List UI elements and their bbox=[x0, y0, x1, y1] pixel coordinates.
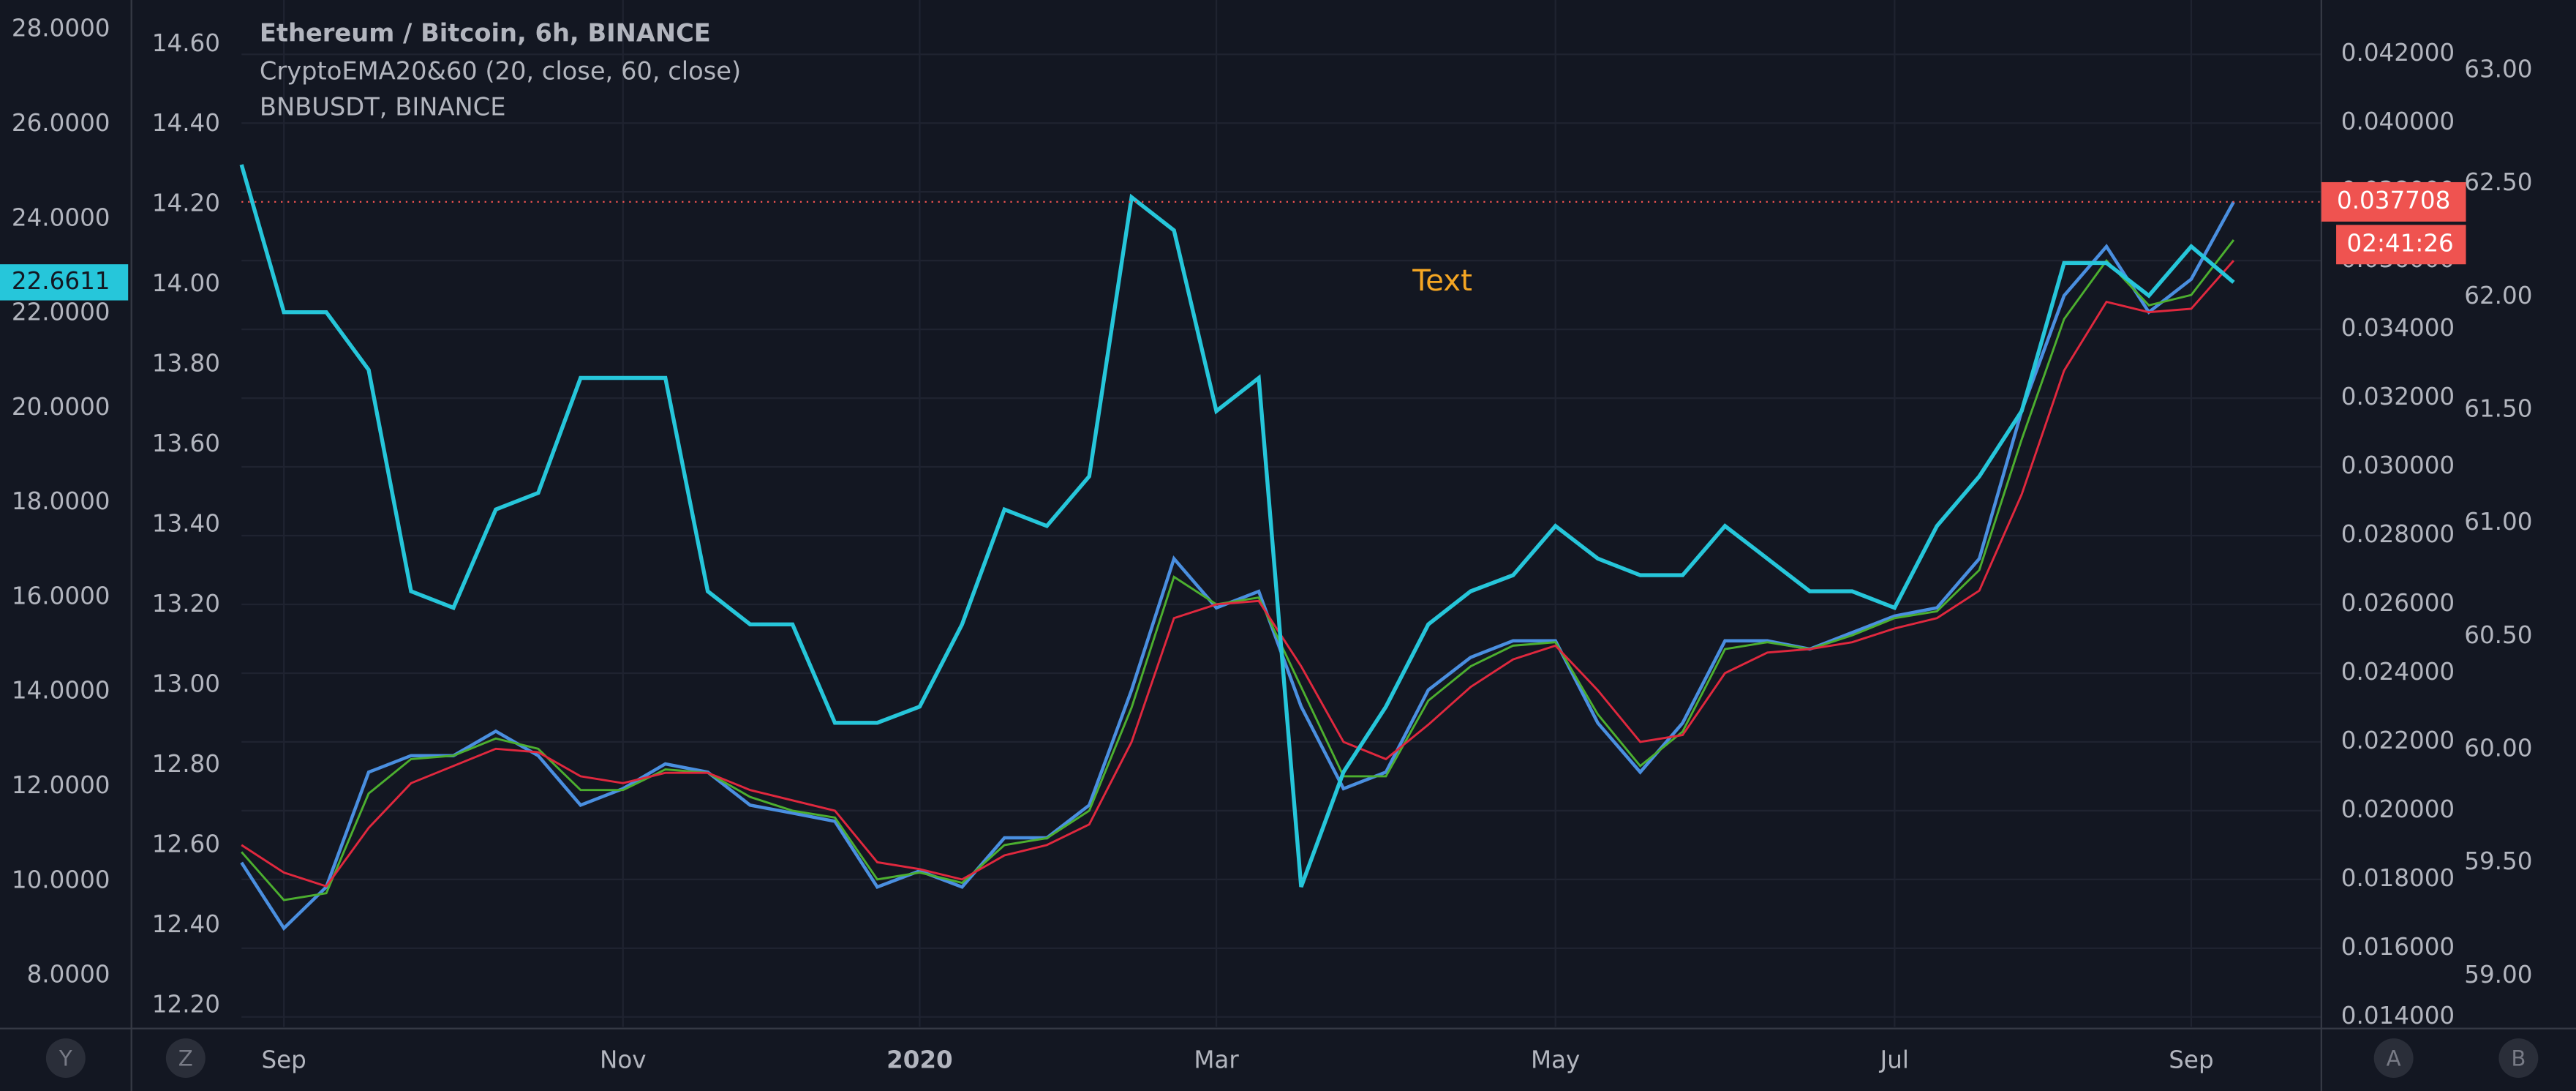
y-tick-label: 61.50 bbox=[2464, 395, 2532, 423]
price-line bbox=[240, 200, 2235, 931]
y-tick-label: 13.40 bbox=[152, 510, 220, 538]
button[interactable] bbox=[2373, 1038, 2414, 1079]
series-line bbox=[239, 164, 2235, 888]
y-tick-label: 59.00 bbox=[2464, 961, 2532, 989]
y-tick-label: 0.024000 bbox=[2341, 658, 2455, 686]
countdown-label: 02:41:26 bbox=[2347, 229, 2454, 257]
y-tick-label: 0.014000 bbox=[2341, 1002, 2455, 1030]
x-tick-label: May bbox=[1531, 1046, 1580, 1074]
y-tick-label: 12.0000 bbox=[12, 771, 110, 799]
y-tick-label: 0.042000 bbox=[2341, 39, 2455, 67]
button-label[interactable]: Y bbox=[59, 1046, 72, 1071]
y-tick-label: 0.026000 bbox=[2341, 589, 2455, 617]
y-tick-label: 0.032000 bbox=[2341, 383, 2455, 410]
y-tick-label: 0.020000 bbox=[2341, 795, 2455, 823]
annotation: Text bbox=[1412, 263, 1472, 298]
y-tick-label: 14.60 bbox=[152, 29, 220, 57]
y-tick-label: 28.0000 bbox=[12, 15, 110, 42]
button-label[interactable]: A bbox=[2387, 1046, 2401, 1071]
y-tick-label: 13.00 bbox=[152, 670, 220, 698]
y-tick-label: 10.0000 bbox=[12, 866, 110, 893]
y-tick-label: 62.50 bbox=[2464, 168, 2532, 196]
y-tick-label: 24.0000 bbox=[12, 203, 110, 231]
y-tick-label: 62.00 bbox=[2464, 282, 2532, 310]
y-tick-label: 59.50 bbox=[2464, 847, 2532, 875]
x-tick-label: Jul bbox=[1879, 1046, 1909, 1074]
y-tick-label: 13.80 bbox=[152, 350, 220, 378]
y-tick-label: 0.016000 bbox=[2341, 933, 2455, 961]
y-tick-label: 14.0000 bbox=[12, 677, 110, 705]
y-tick-label: 0.040000 bbox=[2341, 108, 2455, 135]
y-tick-label: 16.0000 bbox=[12, 582, 110, 610]
x-tick-label: Nov bbox=[600, 1046, 647, 1074]
y-tick-label: 12.60 bbox=[152, 830, 220, 858]
y-tick-label: 0.022000 bbox=[2341, 727, 2455, 754]
y-tick-label: 14.00 bbox=[152, 269, 220, 297]
y-tick-label: 14.20 bbox=[152, 190, 220, 217]
y-tick-label: 22.0000 bbox=[12, 299, 110, 326]
y-tick-label: 12.40 bbox=[152, 910, 220, 938]
y-tick-label: 8.0000 bbox=[27, 961, 110, 989]
ema-line bbox=[241, 260, 2234, 888]
y-tick-label: 0.018000 bbox=[2341, 864, 2455, 892]
y-tick-label: 60.50 bbox=[2464, 621, 2532, 649]
y-tick-label: 0.028000 bbox=[2341, 520, 2455, 548]
ema-line bbox=[241, 239, 2235, 901]
button[interactable] bbox=[165, 1038, 206, 1079]
button-label[interactable]: Z bbox=[178, 1046, 193, 1071]
y-tick-label: 61.00 bbox=[2464, 508, 2532, 536]
x-tick-label: 2020 bbox=[886, 1046, 953, 1074]
y-tick-label: 18.0000 bbox=[12, 487, 110, 515]
y-tick-label: 12.80 bbox=[152, 750, 220, 778]
x-tick-label: Sep bbox=[2169, 1046, 2213, 1074]
x-tick-label: Sep bbox=[261, 1046, 306, 1074]
x-tick-label: Mar bbox=[1194, 1046, 1239, 1074]
last-value-label: 22.6611 bbox=[12, 267, 110, 295]
button[interactable] bbox=[45, 1038, 86, 1079]
button[interactable] bbox=[2498, 1038, 2539, 1079]
y-tick-label: 0.034000 bbox=[2341, 314, 2455, 342]
button-label[interactable]: B bbox=[2511, 1046, 2526, 1071]
y-tick-label: 63.00 bbox=[2464, 56, 2532, 83]
countdown-tag bbox=[2336, 225, 2466, 265]
y-tick-label: 60.00 bbox=[2464, 735, 2532, 762]
y-tick-label: 20.0000 bbox=[12, 393, 110, 421]
price-tag bbox=[2321, 181, 2466, 222]
y-tick-label: 12.20 bbox=[152, 990, 220, 1018]
legend-title: Ethereum / Bitcoin, 6h, BINANCE bbox=[260, 19, 711, 48]
y-tick-label: 26.0000 bbox=[12, 109, 110, 137]
price-tag-label: 0.037708 bbox=[2337, 187, 2450, 214]
y-tick-label: 13.60 bbox=[152, 430, 220, 457]
y-tick-label: 14.40 bbox=[152, 109, 220, 137]
legend-symbol: BNBUSDT, BINANCE bbox=[260, 93, 506, 121]
legend-indicator: CryptoEMA20&60 (20, close, 60, close) bbox=[260, 56, 741, 85]
y-tick-label: 0.030000 bbox=[2341, 451, 2455, 479]
last-value-tag bbox=[0, 264, 129, 301]
y-tick-label: 13.20 bbox=[152, 590, 220, 618]
